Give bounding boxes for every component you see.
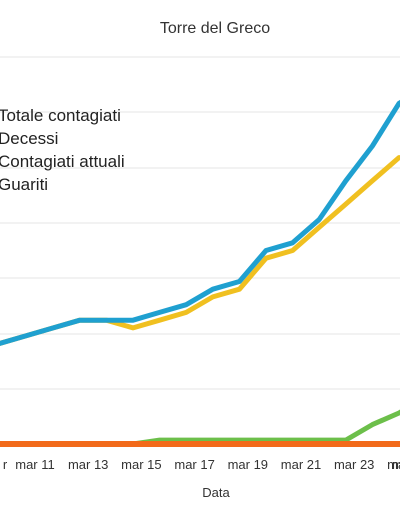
x-tick-label: mar 15 [121, 457, 161, 472]
x-tick-label: mar 11 [15, 457, 55, 472]
series-line-contagiati-attuali [0, 155, 400, 346]
series-lines [0, 99, 400, 447]
x-tick-label: mar 21 [281, 457, 321, 472]
series-line-guariti [0, 409, 400, 447]
x-tick-label: mar 25 [387, 457, 400, 472]
x-tick-label: mar 23 [334, 457, 374, 472]
x-axis-label: Data [202, 485, 230, 500]
legend: Totale contagiati Decessi Contagiati attua… [0, 106, 125, 194]
x-tick-label-clipped: m [392, 457, 400, 472]
x-tick-label: mar 13 [68, 457, 108, 472]
x-tick-label: mar 17 [174, 457, 214, 472]
grid-lines [0, 56, 400, 390]
chart-title: Torre del Greco [160, 20, 270, 37]
x-tick-label: mar 19 [228, 457, 268, 472]
legend-item: Decessi [0, 129, 58, 148]
legend-item: Totale contagiati [0, 106, 121, 125]
series-line-totale-contagiati [0, 99, 400, 346]
x-tick-label-clipped: r [3, 457, 8, 472]
legend-item: Contagiati attuali [0, 152, 125, 171]
x-tick-labels: r mar 11 mar 13 mar 15 mar 17 mar 19 mar 21 mar… [3, 457, 400, 472]
legend-item: Guariti [0, 175, 48, 194]
